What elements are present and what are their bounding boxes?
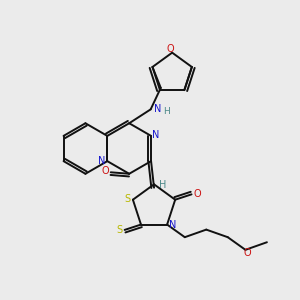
Text: S: S [124, 194, 130, 204]
Text: N: N [154, 104, 162, 114]
Text: O: O [193, 189, 201, 200]
Text: N: N [152, 130, 160, 140]
Text: N: N [98, 156, 106, 166]
Text: O: O [102, 167, 109, 176]
Text: H: H [163, 107, 170, 116]
Text: N: N [169, 220, 176, 230]
Text: H: H [159, 180, 167, 190]
Text: O: O [243, 248, 251, 258]
Text: S: S [116, 225, 122, 235]
Text: O: O [167, 44, 175, 54]
